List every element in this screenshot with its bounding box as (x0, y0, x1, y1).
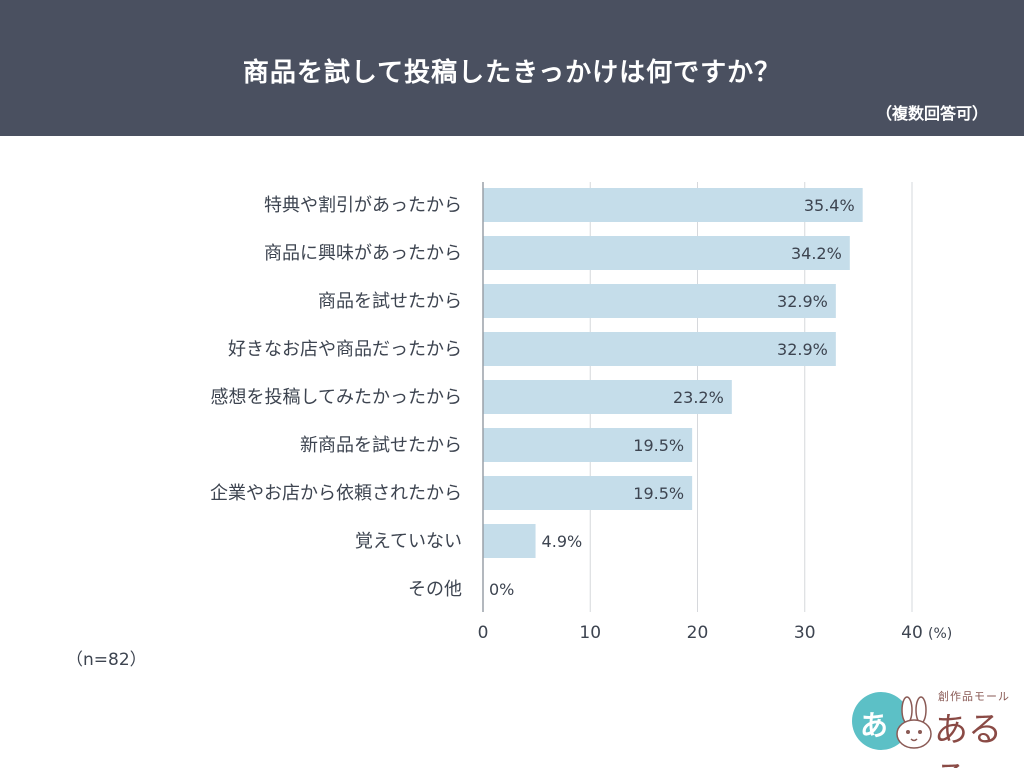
category-label: 企業やお店から依頼されたから (210, 483, 462, 504)
value-label: 35.4% (804, 196, 855, 215)
logo-subtitle: 創作品モール (938, 690, 1010, 703)
value-label: 32.9% (777, 340, 828, 359)
category-label: 商品を試せたから (318, 291, 462, 312)
bar (483, 236, 850, 270)
x-tick-label: 10 (579, 623, 601, 643)
sample-size-label: （n=82） (66, 650, 147, 670)
multiple-answer-note: （複数回答可） (875, 104, 988, 123)
x-tick-label: 40 (901, 623, 923, 643)
value-label: 19.5% (633, 484, 684, 503)
bar (483, 476, 693, 510)
value-label: 23.2% (673, 388, 724, 407)
category-label: 商品に興味があったから (264, 243, 462, 264)
value-label: 4.9% (542, 532, 583, 551)
value-label: 34.2% (791, 244, 842, 263)
value-label: 0% (489, 580, 514, 599)
category-label: 特典や割引があったから (264, 195, 462, 216)
x-tick-label: 0 (478, 623, 489, 643)
logo-wordmark: あるる (934, 710, 1002, 768)
category-label: 新商品を試せたから (300, 435, 462, 456)
bar (483, 380, 732, 414)
category-label: 感想を投稿してみたかったから (211, 387, 462, 408)
page-title: 商品を試して投稿したきっかけは何ですか？ (242, 58, 782, 88)
value-label: 19.5% (633, 436, 684, 455)
bar (483, 284, 836, 318)
x-tick-label: 20 (687, 623, 709, 643)
bar (483, 428, 693, 462)
bar (483, 188, 863, 222)
rabbit-icon (896, 696, 932, 749)
category-label: 好きなお店や商品だったから (228, 339, 462, 360)
value-label: 32.9% (777, 292, 828, 311)
header-banner: 商品を試して投稿したきっかけは何ですか？ （複数回答可） (0, 0, 1024, 136)
x-tick-label: 30 (794, 623, 816, 643)
x-unit-label: (%) (928, 626, 952, 642)
logo-circle-glyph: あ (860, 709, 889, 742)
category-label: 覚えていない (355, 531, 462, 552)
bar (483, 524, 536, 558)
category-label: その他 (408, 579, 462, 600)
brand-logo: あ 創作品モール あるる (852, 686, 1012, 768)
bar (483, 332, 836, 366)
